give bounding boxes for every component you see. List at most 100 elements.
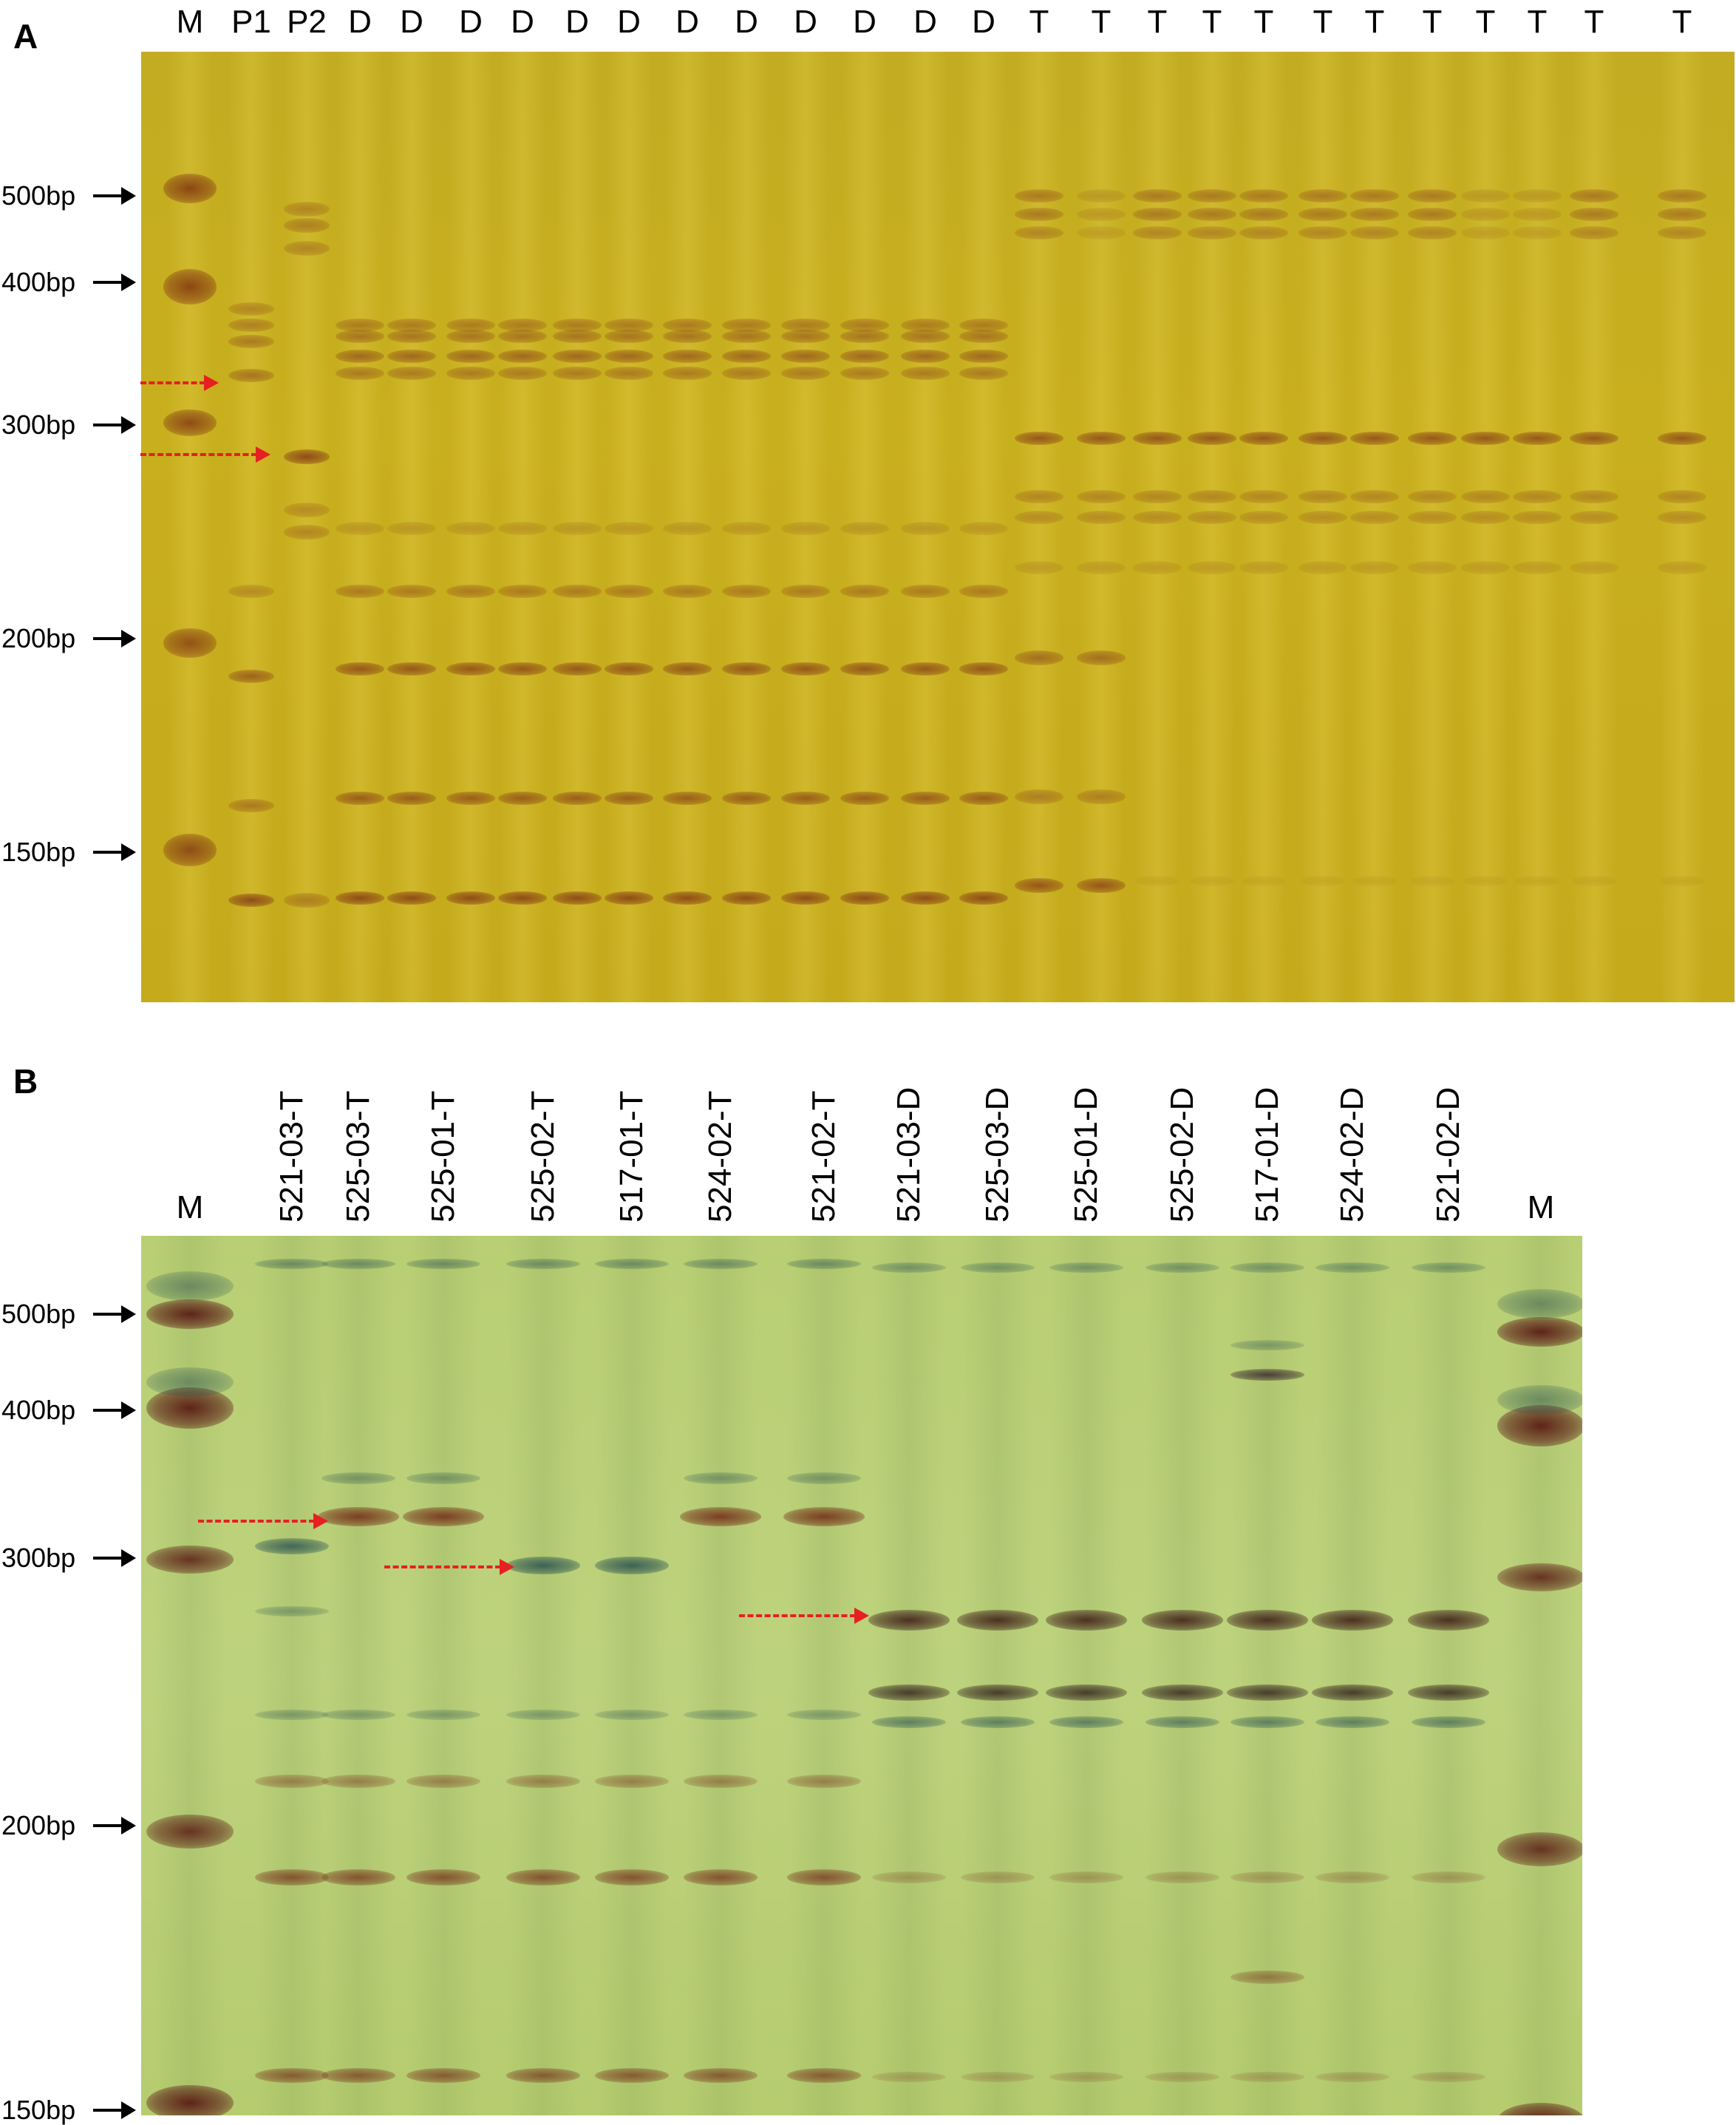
panel-a-lane-label: M	[176, 4, 204, 40]
panel-a-lane-label: T	[1422, 4, 1443, 40]
panel-a-band	[1133, 208, 1182, 221]
panel-b-band	[680, 1507, 761, 1526]
panel-a-band	[336, 522, 384, 535]
panel-a-band	[1077, 561, 1126, 574]
panel-a-band	[498, 330, 547, 343]
panel-b-lane-label: M	[176, 1189, 204, 1225]
panel-a-band	[1298, 561, 1347, 574]
panel-a-band	[605, 662, 653, 676]
panel-b-lane-stripe	[508, 1236, 579, 2115]
panel-b-band	[1146, 1262, 1219, 1273]
panel-a-band	[1133, 189, 1182, 203]
panel-a-band	[605, 330, 653, 343]
panel-a-band	[336, 350, 384, 363]
panel-a-band	[1350, 511, 1399, 524]
panel-b-lane-label: 525-02-D	[1164, 1087, 1200, 1223]
panel-b-band	[506, 2068, 580, 2083]
panel-a-band	[1077, 189, 1126, 203]
panel-a-band	[1298, 189, 1347, 203]
panel-b-lane-stripe	[256, 1236, 327, 2115]
panel-a-band	[1239, 189, 1288, 203]
panel-b-lane-stripe	[1317, 1236, 1388, 2115]
panel-b-band	[961, 1716, 1035, 1728]
panel-a-band	[1077, 208, 1126, 221]
panel-a-band	[387, 662, 436, 676]
panel-a-band	[1461, 226, 1510, 239]
panel-b-band	[321, 1472, 395, 1484]
panel-a-band	[1658, 432, 1706, 445]
panel-b-band	[506, 1710, 580, 1720]
panel-a-band	[1133, 561, 1182, 574]
panel-a-band	[498, 350, 547, 363]
panel-a-lane-stripe	[389, 52, 434, 1002]
panel-a-band	[1463, 876, 1508, 886]
panel-a-band	[1298, 511, 1347, 524]
panel-a-lane-stripe	[665, 52, 709, 1002]
panel-b-lane-stripe	[596, 1236, 667, 2115]
panel-b-ladder-band	[1497, 1317, 1582, 1347]
panel-a-band	[781, 792, 830, 805]
panel-b-band	[1142, 1610, 1223, 1631]
panel-b-band	[506, 1869, 580, 1886]
panel-a-band	[228, 894, 274, 907]
panel-a-band	[1015, 650, 1063, 665]
panel-a-band	[663, 792, 712, 805]
panel-a-band	[284, 525, 330, 540]
panel-a-band	[1410, 876, 1454, 886]
panel-b-band	[868, 1610, 950, 1631]
panel-b-band	[406, 1472, 480, 1484]
panel-a-lane-label: T	[1475, 4, 1496, 40]
panel-b-ladder-band	[146, 2085, 234, 2115]
panel-a-band	[722, 891, 771, 905]
panel-a-band	[1077, 511, 1126, 524]
panel-b-band	[872, 1871, 946, 1883]
panel-b-band	[1049, 2072, 1123, 2082]
panel-a-lane-label: D	[400, 4, 423, 40]
panel-a-band	[959, 522, 1008, 535]
panel-a-lane-label: D	[459, 4, 483, 40]
panel-a-band	[781, 330, 830, 343]
panel-a-band	[663, 522, 712, 535]
panel-a-band	[336, 330, 384, 343]
panel-a-band	[901, 522, 950, 535]
panel-b-band	[961, 2072, 1035, 2082]
panel-a-band	[553, 585, 602, 598]
panel-b-band	[1227, 1610, 1308, 1631]
panel-a-band	[722, 662, 771, 676]
panel-a-band	[1408, 208, 1457, 221]
panel-a-lane-stripe	[607, 52, 651, 1002]
panel-a-lane-label: D	[675, 4, 699, 40]
panel-b-band	[1146, 1716, 1219, 1728]
panel-b-band	[255, 1775, 329, 1788]
panel-a-lane-stripe	[783, 52, 828, 1002]
panel-a-band	[840, 367, 889, 380]
panel-a-band	[1015, 226, 1063, 239]
panel-a-band	[498, 319, 547, 332]
panel-b-band	[787, 1710, 861, 1720]
panel-a-band	[901, 319, 950, 332]
panel-a-band	[959, 891, 1008, 905]
panel-a-band	[663, 662, 712, 676]
panel-a-band	[959, 585, 1008, 598]
panel-a-band	[901, 662, 950, 676]
panel-a-band	[663, 367, 712, 380]
panel-a-band	[284, 218, 330, 233]
panel-a-band	[959, 367, 1008, 380]
panel-a-band	[605, 350, 653, 363]
panel-b-band	[1312, 1610, 1393, 1631]
panel-a-band	[336, 662, 384, 676]
panel-a-lane-stripe	[285, 52, 329, 1002]
panel-a-band	[387, 522, 436, 535]
panel-a-band	[1133, 226, 1182, 239]
panel-a-ladder-band	[163, 628, 217, 658]
panel-a-band	[959, 792, 1008, 805]
panel-a-band	[1239, 226, 1288, 239]
panel-a-band	[781, 522, 830, 535]
panel-a-band	[284, 241, 330, 256]
panel-b-band	[255, 1538, 329, 1554]
panel-a-band	[1350, 432, 1399, 445]
panel-b-lane-label: 521-02-D	[1430, 1087, 1466, 1223]
panel-a-lane-label: T	[1584, 4, 1604, 40]
panel-a-band	[1570, 226, 1618, 239]
panel-a-band	[387, 367, 436, 380]
